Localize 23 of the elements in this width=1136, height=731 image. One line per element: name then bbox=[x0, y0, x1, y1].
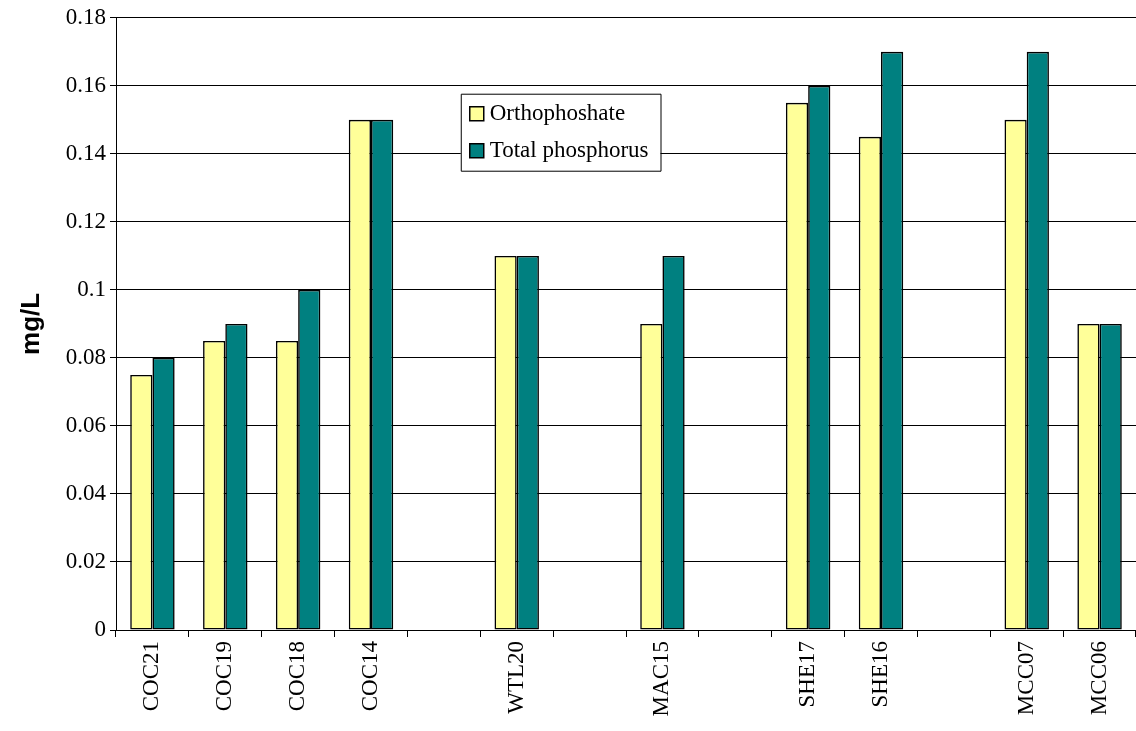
x-tick-label: MAC15 bbox=[648, 641, 674, 717]
y-tick-label: 0.06 bbox=[65, 411, 106, 437]
y-tick-label: 0.08 bbox=[65, 343, 106, 369]
y-tick-label: 0.18 bbox=[65, 3, 106, 29]
x-tick-label: COC14 bbox=[357, 640, 383, 712]
y-tick-label: 0.14 bbox=[65, 139, 107, 165]
y-tick-label: 0.02 bbox=[65, 548, 106, 574]
x-tick-label: MCC07 bbox=[1012, 641, 1038, 716]
y-tick-label: 0 bbox=[94, 616, 106, 642]
legend-label: Total phosphorus bbox=[489, 136, 649, 162]
x-tick-label: SHE16 bbox=[867, 641, 893, 708]
x-tick-label: SHE17 bbox=[794, 641, 820, 708]
x-tick-label: COC18 bbox=[284, 641, 310, 712]
legend-label: Orthophoshate bbox=[489, 99, 626, 125]
x-tick-label: COC19 bbox=[211, 641, 237, 712]
x-tick-label: WTL20 bbox=[502, 641, 528, 714]
y-tick-label: 0.16 bbox=[65, 71, 106, 97]
y-tick-label: 0.12 bbox=[65, 207, 106, 233]
x-tick-label: COC21 bbox=[138, 641, 164, 712]
y-tick-label: 0.1 bbox=[77, 275, 106, 301]
y-axis-title: mg/L bbox=[14, 292, 45, 355]
x-tick-label: MCC06 bbox=[1085, 641, 1111, 716]
y-tick-label: 0.04 bbox=[65, 480, 107, 505]
